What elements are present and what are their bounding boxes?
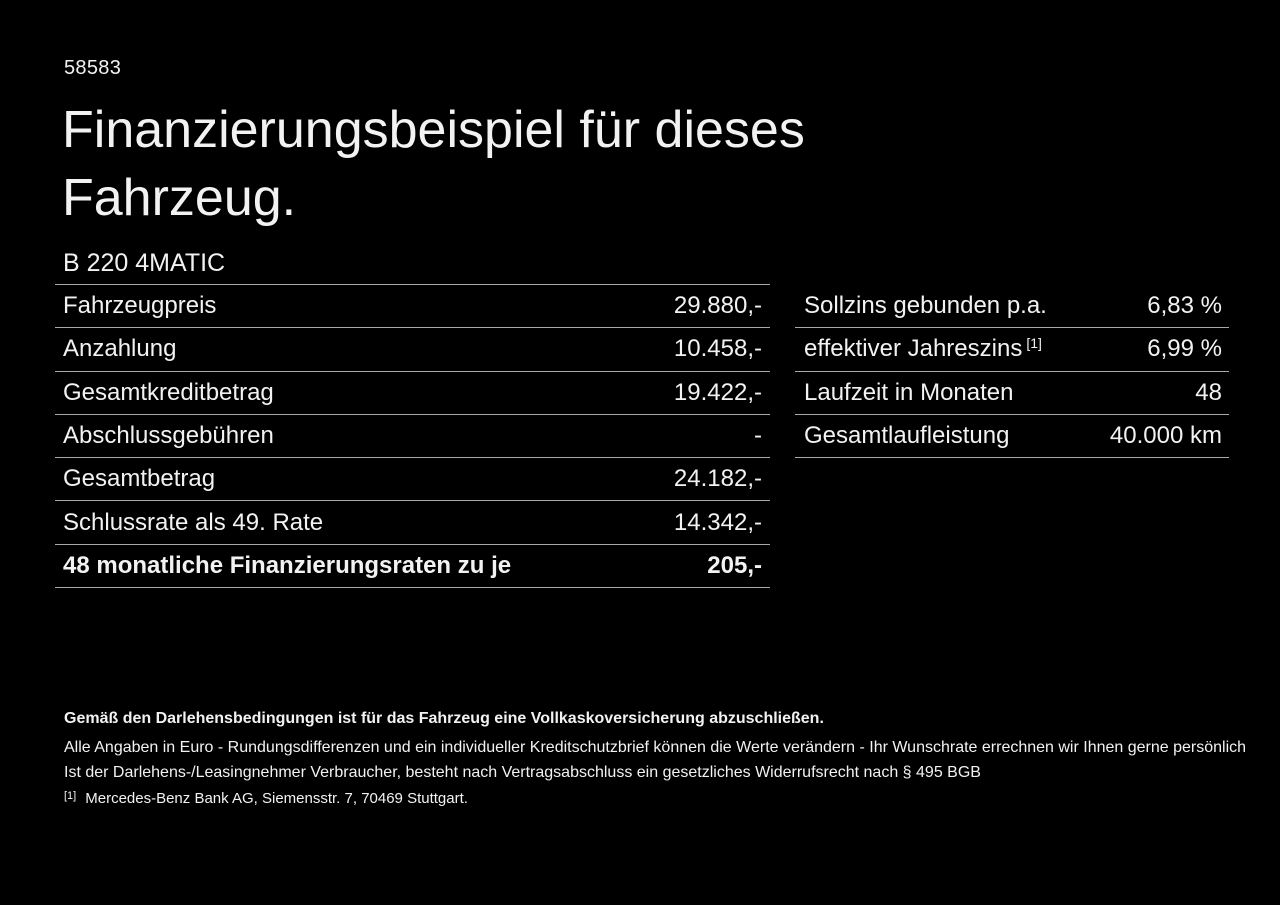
row-value: 10.458,- <box>673 335 762 363</box>
financing-table: Fahrzeugpreis 29.880,- Anzahlung 10.458,… <box>55 284 770 589</box>
row-label: Sollzins gebunden p.a. <box>804 292 1047 320</box>
row-label: Schlussrate als 49. Rate <box>63 508 324 536</box>
page-title-line1: Finanzierungsbeispiel für dieses <box>62 101 805 159</box>
row-label: effektiver Jahreszins [1] <box>804 335 1042 363</box>
financing-row-monthly-rate: 48 monatliche Finanzierungsraten zu je 2… <box>55 545 770 589</box>
financing-row-abschlussgebuehren: Abschlussgebühren - <box>55 415 770 459</box>
conditions-row-sollzins: Sollzins gebunden p.a. 6,83 % <box>795 285 1229 329</box>
row-value: 24.182,- <box>673 465 762 493</box>
footnote-marker: [1] <box>64 790 77 802</box>
financing-row-anzahlung: Anzahlung 10.458,- <box>55 328 770 372</box>
financing-row-gesamtkreditbetrag: Gesamtkreditbetrag 19.422,- <box>55 372 770 415</box>
footnote-ref: [1] <box>1026 335 1042 352</box>
financing-row-gesamtbetrag: Gesamtbetrag 24.182,- <box>55 458 770 502</box>
page-title-line2: Fahrzeug. <box>62 169 297 227</box>
financing-row-fahrzeugpreis: Fahrzeugpreis 29.880,- <box>55 285 770 329</box>
disclaimer-line-2: Ist der Darlehens-/Leasingnehmer Verbrau… <box>64 764 981 781</box>
row-label: Abschlussgebühren <box>63 422 274 450</box>
row-value: - <box>754 422 762 450</box>
disclaimer-line-1: Alle Angaben in Euro - Rundungsdifferenz… <box>64 739 1247 756</box>
row-value: 29.880,- <box>673 292 762 320</box>
row-label: 48 monatliche Finanzierungsraten zu je <box>63 551 512 579</box>
conditions-row-effektiver-jahreszins: effektiver Jahreszins [1] 6,99 % <box>795 328 1229 372</box>
page-title: Finanzierungsbeispiel für dieses Fahrzeu… <box>62 96 805 232</box>
row-value: 14.342,- <box>673 508 762 536</box>
footnote: [1] Mercedes-Benz Bank AG, Siemensstr. 7,… <box>64 790 468 807</box>
insurance-note: Gemäß den Darlehensbedingungen ist für d… <box>64 710 824 727</box>
footnote-text: Mercedes-Benz Bank AG, Siemensstr. 7, 70… <box>85 790 468 807</box>
row-label: Gesamtbetrag <box>63 465 216 493</box>
row-value: 6,83 % <box>1147 292 1222 320</box>
vehicle-model: B 220 4MATIC <box>63 249 226 277</box>
row-label: Gesamtlaufleistung <box>804 422 1010 450</box>
row-label: Anzahlung <box>63 335 177 363</box>
row-value: 19.422,- <box>673 378 762 406</box>
row-label: Gesamtkreditbetrag <box>63 378 274 406</box>
conditions-row-gesamtlaufleistung: Gesamtlaufleistung 40.000 km <box>795 415 1229 459</box>
financing-row-schlussrate: Schlussrate als 49. Rate 14.342,- <box>55 501 770 545</box>
row-value: 40.000 km <box>1109 422 1222 450</box>
row-label: Fahrzeugpreis <box>63 292 217 320</box>
row-value: 48 <box>1195 378 1222 406</box>
offer-number: 58583 <box>64 57 122 79</box>
row-label: Laufzeit in Monaten <box>804 378 1014 406</box>
row-value: 6,99 % <box>1147 335 1222 363</box>
conditions-row-laufzeit: Laufzeit in Monaten 48 <box>795 372 1229 415</box>
conditions-table: Sollzins gebunden p.a. 6,83 % effektiver… <box>795 285 1229 459</box>
row-value: 205,- <box>707 551 762 579</box>
